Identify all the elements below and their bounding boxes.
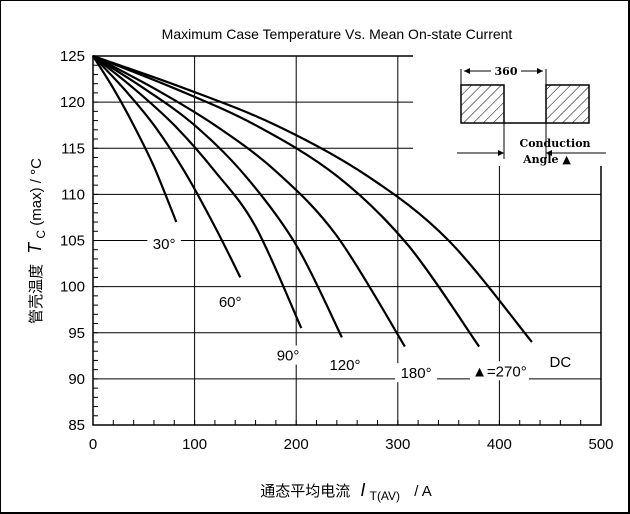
x-axis-title-prefix: 通态平均电流 xyxy=(260,483,350,500)
inset-period-label: 360 xyxy=(495,65,518,78)
y-axis-title-prefix: 管壳温度 xyxy=(28,264,45,324)
conduction-inset: 360 Conduction Angle ▲ xyxy=(413,49,611,166)
x-tick-label: 300 xyxy=(385,436,410,453)
x-axis-unit: / A xyxy=(414,483,432,500)
svg-text:管壳温度 T C (ma: 管壳温度 T C (max) / °C xyxy=(25,158,49,324)
y-tick-label: 100 xyxy=(60,279,85,296)
y-axis-unit: (max) / °C xyxy=(28,158,45,226)
curve-label-bg xyxy=(395,363,438,383)
curve-2 xyxy=(92,55,242,278)
y-tick-label: 110 xyxy=(61,186,85,203)
x-tick-label: 500 xyxy=(588,436,613,453)
inset-arrowhead-left xyxy=(464,68,470,74)
y-tick-label: 125 xyxy=(60,48,85,65)
x-axis-symbol: I xyxy=(360,480,365,500)
y-tick-label: 105 xyxy=(60,233,85,250)
x-axis-title: 通态平均电流 I T(AV) / A xyxy=(260,480,432,504)
curves xyxy=(92,54,533,348)
curve-label-3: 90° xyxy=(277,348,300,365)
curve-label-7: DC xyxy=(550,354,572,371)
curve-label-bg xyxy=(271,345,305,365)
curve-label-1: 30° xyxy=(153,236,176,253)
y-tick-label: 115 xyxy=(61,140,85,157)
y-tick-label: 85 xyxy=(68,417,85,434)
x-axis-subscript: T(AV) xyxy=(370,489,400,503)
svg-text:通态平均电流 I T(AV): 通态平均电流 I T(AV) / A xyxy=(260,480,432,504)
inset-period-label-bg xyxy=(491,63,521,77)
y-tick-label: 120 xyxy=(60,94,85,111)
y-axis-title: 管壳温度 T C (max) / °C xyxy=(25,158,49,324)
inset-conduction-label: Conduction xyxy=(519,137,590,150)
x-tick-label: 0 xyxy=(89,436,97,453)
curve-6 xyxy=(92,54,480,348)
curve-1 xyxy=(92,55,178,223)
curve-5 xyxy=(92,55,406,348)
curve-label-bg xyxy=(147,233,181,253)
curve-4 xyxy=(92,55,343,338)
curve-label-bg xyxy=(213,292,247,312)
y-axis-symbol: T xyxy=(25,241,45,254)
axis-ticks: 0 100 200 300 400 500 125 120 115 110 105 100 95 90 85 xyxy=(60,48,614,453)
curve-7 xyxy=(92,54,533,343)
curve-label-bg xyxy=(323,354,366,374)
curve-3 xyxy=(92,55,303,329)
curve-label-4: 120° xyxy=(329,357,360,374)
inset-pulse-1 xyxy=(460,84,505,124)
inset-angle-arrowhead-left xyxy=(498,150,504,156)
y-axis-subscript: C xyxy=(34,230,48,239)
inset-pulse-2 xyxy=(545,84,590,124)
curve-label-6: ▲=270° xyxy=(472,363,527,380)
y-tick-label: 90 xyxy=(68,371,85,388)
curve-label-5: 180° xyxy=(401,365,432,382)
inset-angle-arrowhead-right xyxy=(546,150,552,156)
curve-label-bg xyxy=(469,361,529,381)
curve-label-2: 60° xyxy=(219,294,242,311)
x-tick-label: 200 xyxy=(284,436,309,453)
x-tick-label: 100 xyxy=(182,436,207,453)
y-tick-label: 95 xyxy=(68,325,85,342)
curve-label-bg xyxy=(547,352,573,372)
inset-arrowhead-right xyxy=(537,68,543,74)
inset-angle-label: Angle ▲ xyxy=(522,153,571,166)
chart-title: Maximum Case Temperature Vs. Mean On-sta… xyxy=(162,26,513,42)
x-tick-label: 400 xyxy=(487,436,512,453)
curve-labels: 30° 60° 90° 120° 180° ▲=270° DC xyxy=(147,233,573,383)
